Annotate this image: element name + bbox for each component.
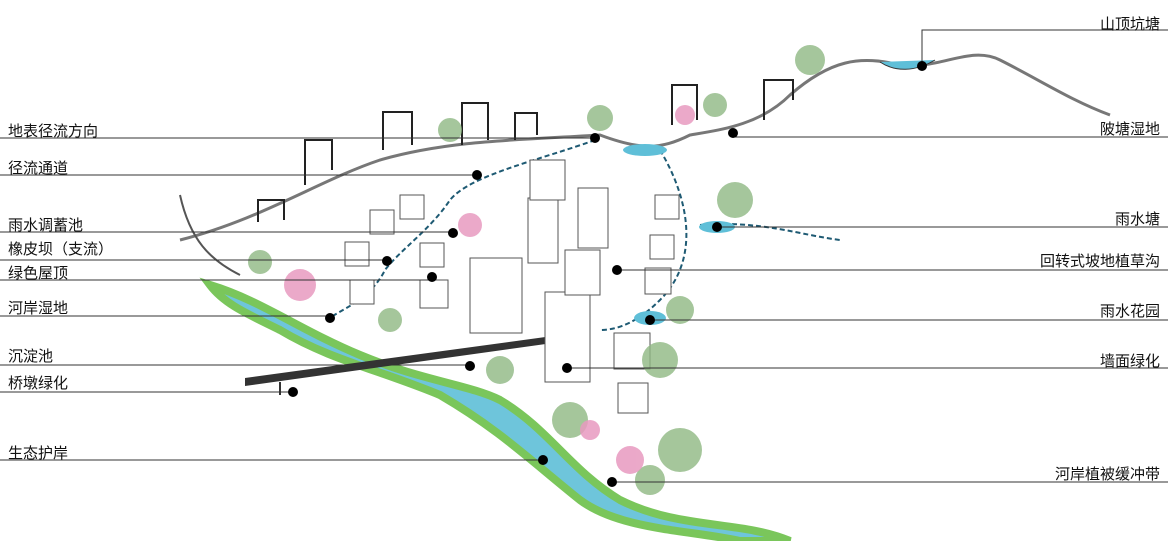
label: 回转式坡地植草沟	[1040, 252, 1160, 270]
label: 墙面绿化	[1100, 352, 1160, 370]
label: 径流通道	[8, 159, 68, 177]
label: 山顶坑塘	[1100, 15, 1160, 33]
leader-dot	[538, 455, 548, 465]
label: 生态护岸	[8, 444, 68, 462]
leader-dot	[728, 128, 738, 138]
leader-dot	[917, 61, 927, 71]
label: 河岸植被缓冲带	[1055, 465, 1160, 483]
leader-dot	[590, 133, 600, 143]
leader-line	[922, 30, 1168, 66]
leader-line	[0, 260, 387, 261]
label: 沉淀池	[8, 347, 53, 365]
label: 雨水花园	[1100, 302, 1160, 320]
leader-dot	[712, 222, 722, 232]
label: 绿色屋顶	[8, 264, 68, 282]
label: 地表径流方向	[8, 122, 98, 140]
leader-dot	[645, 315, 655, 325]
leader-dot	[288, 387, 298, 397]
illustration	[180, 45, 1110, 541]
leader-dot	[612, 265, 622, 275]
label: 河岸湿地	[8, 299, 68, 317]
label: 桥墩绿化	[8, 374, 68, 392]
leader-dot	[382, 256, 392, 266]
label: 雨水塘	[1115, 210, 1160, 228]
label: 橡皮坝（支流）	[8, 240, 113, 258]
diagram: 地表径流方向径流通道雨水调蓄池橡皮坝（支流） 绿色屋顶河岸湿地沉淀池桥墩绿化生态护…	[0, 0, 1168, 541]
leader-dot	[607, 477, 617, 487]
label: 陂塘湿地	[1100, 120, 1160, 138]
leader-dot	[325, 313, 335, 323]
leader-dot	[427, 272, 437, 282]
leader-dot	[472, 170, 482, 180]
leader-dot	[562, 363, 572, 373]
leader-dot	[448, 228, 458, 238]
leader-dot	[465, 361, 475, 371]
label: 雨水调蓄池	[8, 216, 83, 234]
